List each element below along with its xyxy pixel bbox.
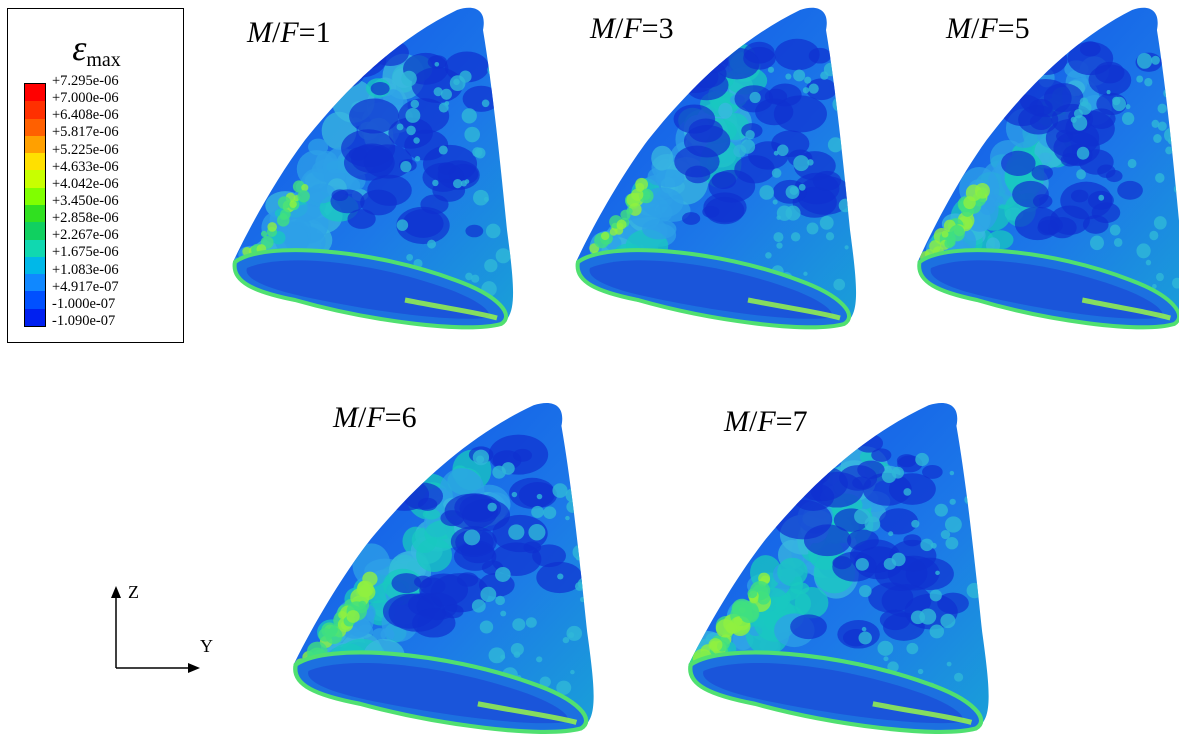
title-var-m: M — [724, 405, 749, 438]
coordinate-axes: Z Y — [100, 580, 230, 680]
title-var-m: M — [946, 12, 971, 45]
legend-swatch — [25, 274, 45, 292]
legend-swatch — [25, 205, 45, 223]
legend-subscript: max — [86, 49, 121, 71]
legend-swatch — [25, 239, 45, 258]
strain-legend: εmax +7.295e-06 +7.000e-06 +6.408e-06 +5.81… — [7, 8, 184, 343]
axes-arrows — [111, 586, 200, 673]
panel-title: M/F=6 — [333, 401, 417, 435]
panel-title: M/F=5 — [946, 12, 1030, 46]
title-value: =6 — [384, 401, 417, 434]
title-sep: / — [615, 12, 624, 45]
legend-value: +6.408e-06 — [52, 107, 119, 124]
legend-value: +7.000e-06 — [52, 90, 119, 107]
legend-value: +5.225e-06 — [52, 141, 119, 158]
deformed-model — [688, 403, 989, 734]
title-var-m: M — [590, 12, 615, 45]
title-value: =3 — [641, 12, 674, 45]
panel-mf-1: M/F=1 — [225, 0, 514, 340]
legend-value: +7.295e-06 — [52, 73, 119, 89]
legend-swatch — [25, 170, 45, 189]
title-sep: / — [358, 401, 367, 434]
legend-value: +5.817e-06 — [52, 124, 119, 141]
legend-swatch — [25, 153, 45, 171]
legend-value: +1.083e-06 — [52, 261, 119, 278]
deformed-model — [575, 7, 857, 330]
y-axis-label: Y — [200, 636, 213, 656]
panel-mf-5: M/F=5 — [910, 0, 1179, 340]
panel-title: M/F=3 — [590, 12, 674, 46]
title-var-f: F — [623, 12, 642, 45]
legend-title: εmax — [8, 27, 185, 72]
legend-swatch — [25, 101, 45, 120]
strain-patches — [918, 41, 1179, 327]
title-var-f: F — [280, 16, 299, 49]
legend-swatch — [25, 256, 45, 275]
deformed-model — [232, 7, 514, 330]
legend-swatch — [25, 308, 45, 327]
panel-mf-3: M/F=3 — [568, 0, 857, 340]
panel-mf-7: M/F=7 — [680, 395, 989, 745]
legend-swatch — [25, 187, 45, 206]
title-sep: / — [971, 12, 980, 45]
legend-swatch — [25, 84, 45, 102]
legend-swatch — [25, 222, 45, 241]
deformed-model — [917, 7, 1179, 330]
panel-title: M/F=1 — [247, 16, 331, 50]
legend-swatch — [25, 291, 45, 310]
legend-value: +4.042e-06 — [52, 175, 119, 192]
title-sep: / — [749, 405, 758, 438]
legend-value: +2.858e-06 — [52, 210, 119, 227]
title-var-f: F — [757, 405, 776, 438]
title-value: =5 — [997, 12, 1030, 45]
deformed-model — [293, 403, 594, 734]
title-value: =1 — [298, 16, 331, 49]
legend-color-scale — [24, 83, 46, 327]
legend-swatch — [25, 135, 45, 154]
legend-swatch — [25, 118, 45, 137]
legend-value: +4.917e-07 — [52, 278, 119, 295]
legend-value: -1.090e-07 — [52, 313, 116, 329]
title-var-m: M — [333, 401, 358, 434]
legend-symbol: ε — [72, 28, 87, 68]
legend-value: +4.633e-06 — [52, 158, 119, 175]
title-var-f: F — [366, 401, 385, 434]
legend-value: +3.450e-06 — [52, 193, 119, 209]
legend-value: +2.267e-06 — [52, 227, 119, 244]
legend-value: +1.675e-06 — [52, 244, 119, 261]
title-value: =7 — [775, 405, 808, 438]
panel-mf-6: M/F=6 — [285, 395, 594, 745]
z-axis-label: Z — [128, 582, 139, 602]
title-sep: / — [272, 16, 281, 49]
legend-value: -1.000e-07 — [52, 295, 116, 312]
panel-title: M/F=7 — [724, 405, 808, 439]
title-var-f: F — [979, 12, 998, 45]
title-var-m: M — [247, 16, 272, 49]
